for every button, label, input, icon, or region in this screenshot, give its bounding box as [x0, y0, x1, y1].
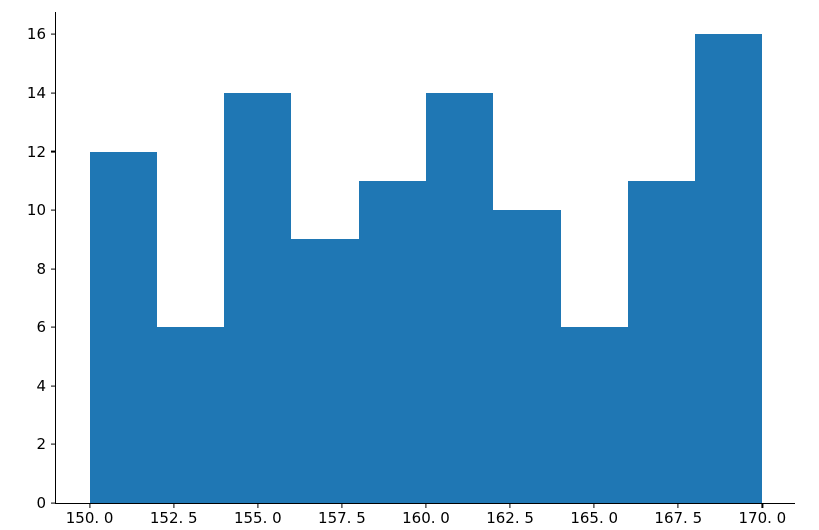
x-tick-label: 155. 0 — [234, 503, 282, 527]
y-tick-label: 4 — [36, 377, 56, 395]
x-tick-label: 160. 0 — [402, 503, 450, 527]
y-tick-label: 12 — [27, 143, 56, 161]
y-tick-label: 0 — [36, 494, 56, 512]
x-tick-label: 170. 0 — [739, 503, 787, 527]
x-tick-label: 157. 5 — [318, 503, 366, 527]
x-tick-label: 150. 0 — [66, 503, 114, 527]
y-tick-label: 6 — [36, 318, 56, 336]
histogram-bar — [628, 181, 695, 503]
y-tick-label: 8 — [36, 260, 56, 278]
x-tick-label: 165. 0 — [570, 503, 618, 527]
histogram-bar — [224, 93, 291, 503]
histogram-bar — [359, 181, 426, 503]
y-tick-label: 2 — [36, 435, 56, 453]
y-tick-label: 14 — [27, 84, 56, 102]
x-tick-label: 162. 5 — [486, 503, 534, 527]
histogram-bar — [90, 152, 157, 503]
histogram-bar — [291, 239, 358, 503]
histogram-bar — [493, 210, 560, 503]
figure: 0 2 4 6 8 10 12 14 16 150. 0 152. 5 155. 0 157. 5 160… — [0, 0, 819, 530]
x-tick-label: 167. 5 — [654, 503, 702, 527]
plot-area — [56, 12, 795, 503]
histogram-bar — [157, 327, 224, 503]
y-tick-label: 16 — [27, 25, 56, 43]
axes: 0246810121416150. 0152. 5155. 0157. 5160… — [55, 12, 795, 504]
y-tick-label: 10 — [27, 201, 56, 219]
histogram-bar — [561, 327, 628, 503]
histogram-bar — [695, 34, 762, 503]
x-tick-label: 152. 5 — [150, 503, 198, 527]
histogram-bar — [426, 93, 493, 503]
